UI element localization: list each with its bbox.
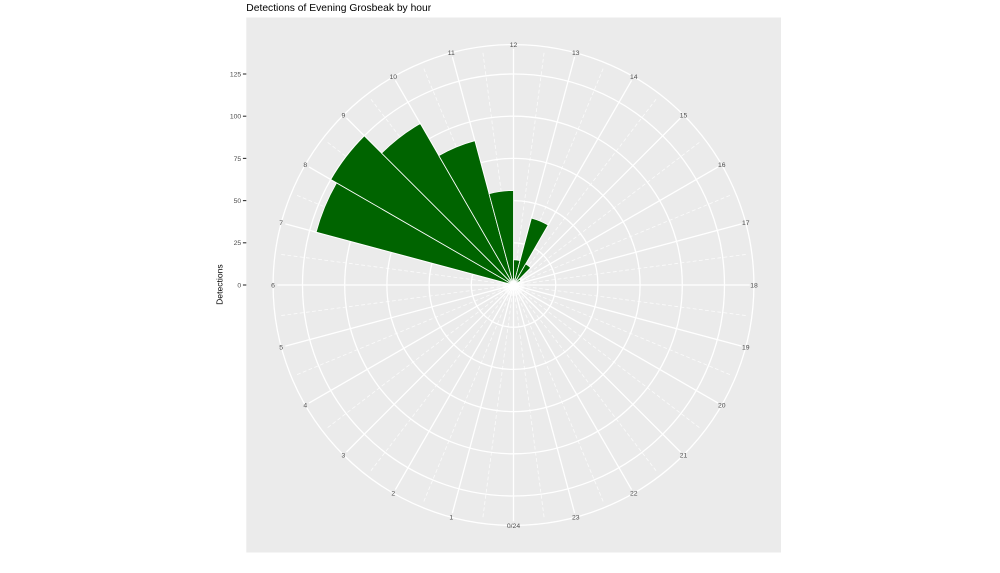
svg-text:12: 12 — [510, 42, 518, 49]
svg-text:5: 5 — [279, 345, 283, 352]
svg-text:23: 23 — [572, 515, 580, 522]
svg-text:20: 20 — [718, 403, 726, 410]
svg-text:75: 75 — [234, 156, 242, 163]
svg-text:13: 13 — [572, 50, 580, 57]
svg-text:15: 15 — [680, 112, 688, 119]
svg-text:11: 11 — [448, 50, 455, 57]
svg-text:8: 8 — [303, 162, 307, 169]
svg-text:2: 2 — [391, 491, 395, 498]
svg-text:50: 50 — [234, 198, 242, 205]
svg-text:17: 17 — [742, 220, 750, 227]
svg-text:18: 18 — [750, 282, 758, 289]
svg-text:21: 21 — [680, 452, 688, 459]
svg-text:22: 22 — [630, 491, 638, 498]
svg-text:7: 7 — [279, 220, 283, 227]
svg-text:0: 0 — [237, 282, 241, 289]
svg-text:1: 1 — [449, 515, 453, 522]
svg-text:16: 16 — [718, 162, 726, 169]
svg-text:Detections: Detections — [215, 264, 225, 305]
svg-text:9: 9 — [342, 112, 346, 119]
svg-text:0/24: 0/24 — [507, 523, 520, 530]
svg-text:3: 3 — [342, 452, 346, 459]
svg-text:14: 14 — [630, 74, 638, 81]
svg-text:Detections of Evening Grosbeak: Detections of Evening Grosbeak by hour — [246, 3, 431, 14]
svg-text:125: 125 — [230, 71, 242, 78]
svg-text:4: 4 — [303, 403, 307, 410]
svg-text:6: 6 — [271, 282, 275, 289]
svg-text:100: 100 — [230, 114, 242, 121]
svg-text:19: 19 — [742, 345, 750, 352]
svg-text:25: 25 — [234, 240, 242, 247]
svg-text:10: 10 — [389, 74, 397, 81]
